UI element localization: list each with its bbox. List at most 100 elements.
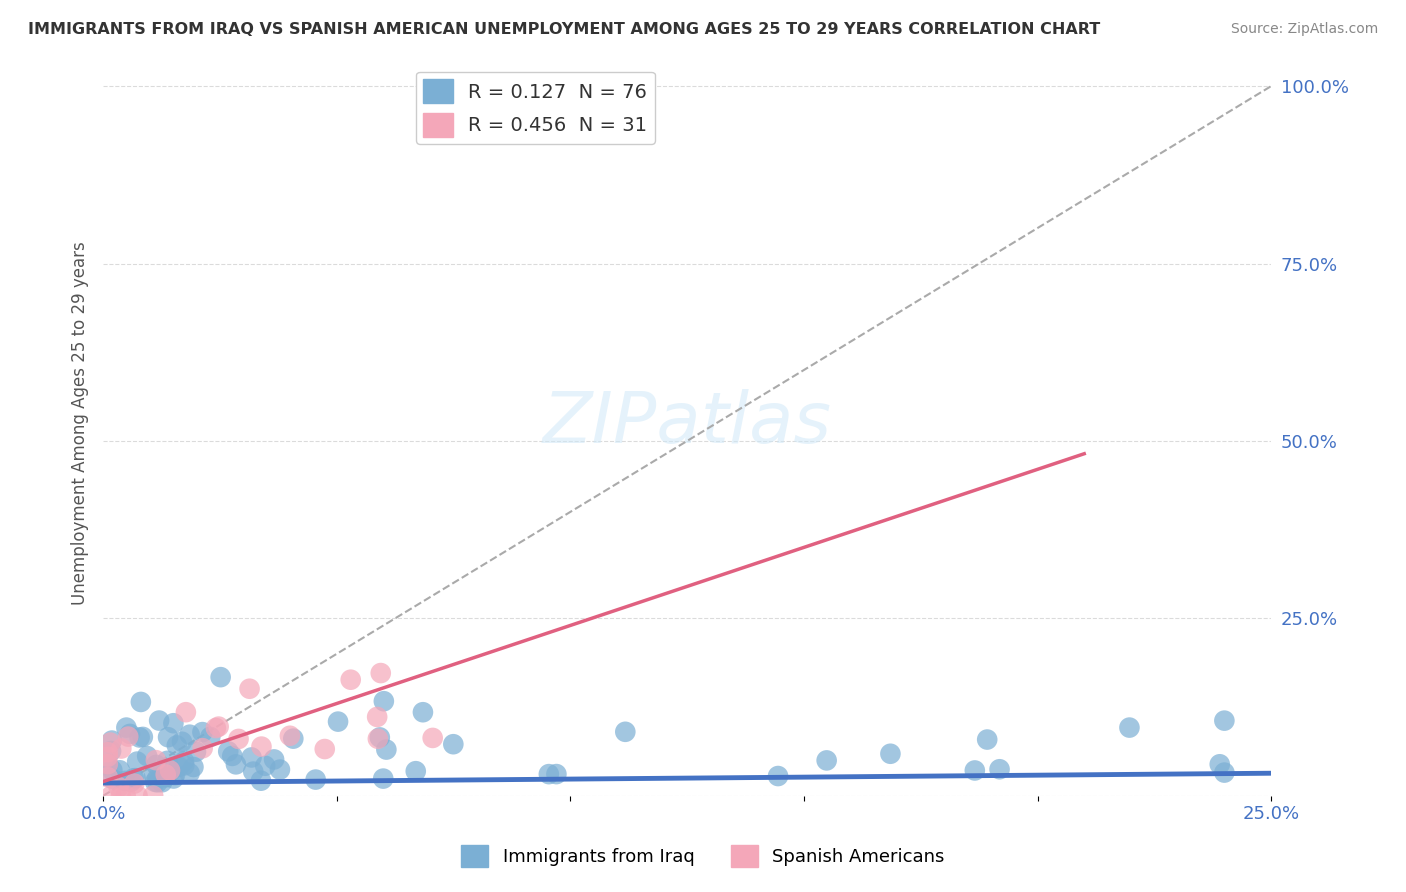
Point <box>366 710 388 724</box>
Text: Source: ZipAtlas.com: Source: ZipAtlas.com <box>1230 22 1378 37</box>
Point <box>179 728 201 742</box>
Point <box>118 727 141 741</box>
Point <box>146 772 169 786</box>
Point <box>1209 757 1232 772</box>
Point <box>200 730 222 744</box>
Point <box>963 764 986 778</box>
Point <box>166 739 188 753</box>
Point <box>143 768 166 782</box>
Point <box>100 744 122 758</box>
Point <box>120 774 142 789</box>
Point <box>614 724 637 739</box>
Point <box>283 731 305 746</box>
Point <box>184 745 207 759</box>
Point <box>254 759 277 773</box>
Point <box>159 764 181 778</box>
Point <box>191 741 214 756</box>
Point <box>183 760 205 774</box>
Point <box>1118 721 1140 735</box>
Point <box>143 775 166 789</box>
Point <box>114 773 136 788</box>
Point <box>405 764 427 779</box>
Y-axis label: Unemployment Among Ages 25 to 29 years: Unemployment Among Ages 25 to 29 years <box>72 242 89 605</box>
Point <box>155 767 177 781</box>
Point <box>537 767 560 781</box>
Point <box>250 739 273 754</box>
Point <box>167 760 190 774</box>
Point <box>100 789 122 803</box>
Point <box>157 730 180 744</box>
Legend: R = 0.127  N = 76, R = 0.456  N = 31: R = 0.127 N = 76, R = 0.456 N = 31 <box>416 71 655 145</box>
Point <box>129 695 152 709</box>
Point <box>117 730 139 744</box>
Point <box>115 721 138 735</box>
Point <box>97 757 120 772</box>
Point <box>250 773 273 788</box>
Point <box>976 732 998 747</box>
Point <box>127 755 149 769</box>
Point <box>162 772 184 786</box>
Point <box>208 720 231 734</box>
Point <box>373 772 395 786</box>
Point <box>314 742 336 756</box>
Point <box>108 764 131 778</box>
Point <box>146 775 169 789</box>
Point <box>766 769 789 783</box>
Point <box>101 763 124 777</box>
Point <box>263 752 285 766</box>
Point <box>128 731 150 745</box>
Point <box>1213 714 1236 728</box>
Text: ZIPatlas: ZIPatlas <box>543 389 831 458</box>
Point <box>221 748 243 763</box>
Point <box>988 762 1011 776</box>
Point <box>370 666 392 681</box>
Point <box>209 670 232 684</box>
Point <box>136 749 159 764</box>
Point <box>150 775 173 789</box>
Point <box>156 754 179 768</box>
Point <box>217 744 239 758</box>
Point <box>228 731 250 746</box>
Point <box>155 770 177 784</box>
Point <box>163 768 186 782</box>
Point <box>159 764 181 779</box>
Point <box>173 755 195 769</box>
Point <box>441 737 464 751</box>
Point <box>422 731 444 745</box>
Point <box>174 705 197 719</box>
Point <box>339 673 361 687</box>
Point <box>124 776 146 790</box>
Point <box>124 771 146 785</box>
Point <box>170 735 193 749</box>
Point <box>412 705 434 719</box>
Point <box>110 789 132 803</box>
Point <box>326 714 349 729</box>
Point <box>127 789 149 803</box>
Point <box>205 721 228 735</box>
Point <box>179 766 201 780</box>
Point <box>98 736 121 750</box>
Point <box>148 714 170 728</box>
Point <box>242 764 264 779</box>
Text: IMMIGRANTS FROM IRAQ VS SPANISH AMERICAN UNEMPLOYMENT AMONG AGES 25 TO 29 YEARS : IMMIGRANTS FROM IRAQ VS SPANISH AMERICAN… <box>28 22 1101 37</box>
Point <box>368 731 391 745</box>
Point <box>122 771 145 785</box>
Point <box>155 770 177 784</box>
Point <box>97 749 120 764</box>
Point <box>815 753 838 767</box>
Point <box>101 772 124 786</box>
Point <box>373 694 395 708</box>
Point <box>173 758 195 772</box>
Point <box>114 789 136 803</box>
Point <box>269 763 291 777</box>
Point <box>240 750 263 764</box>
Point <box>375 742 398 756</box>
Point <box>97 745 120 759</box>
Point <box>162 716 184 731</box>
Point <box>191 725 214 739</box>
Legend: Immigrants from Iraq, Spanish Americans: Immigrants from Iraq, Spanish Americans <box>454 838 952 874</box>
Point <box>132 730 155 744</box>
Point <box>145 753 167 767</box>
Point <box>278 729 301 743</box>
Point <box>225 757 247 772</box>
